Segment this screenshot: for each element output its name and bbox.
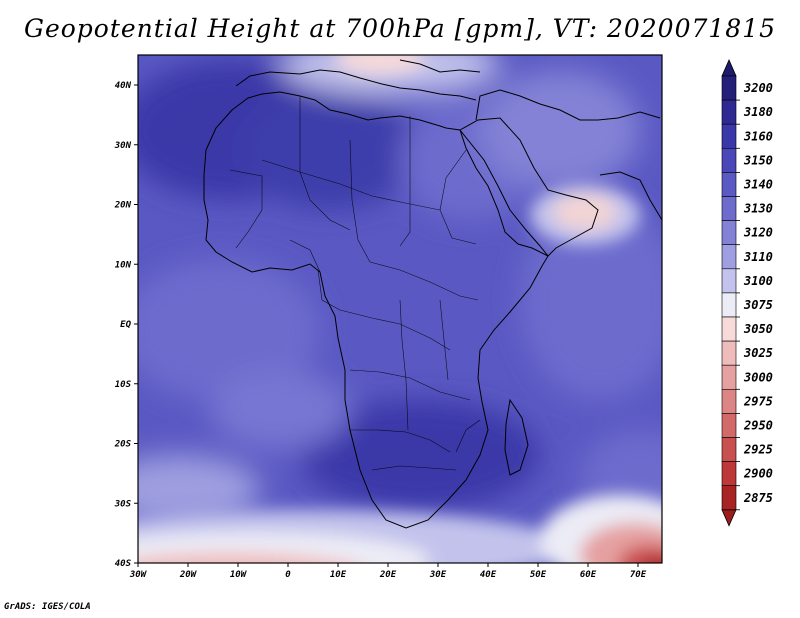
lat-label: 40S bbox=[115, 559, 132, 569]
lon-label: 20W bbox=[179, 570, 198, 580]
colorbar-label: 2875 bbox=[743, 491, 773, 505]
lon-label: 20E bbox=[379, 570, 397, 580]
colorbar-cell bbox=[721, 292, 737, 318]
colorbar-label: 2975 bbox=[743, 394, 773, 408]
colorbar: 3200 3180 3160 3150 3140 3130 3120 3110 3100 3075… bbox=[721, 59, 773, 527]
lon-label: 10E bbox=[330, 570, 347, 580]
height-field bbox=[138, 55, 662, 563]
colorbar-bottom-arrow bbox=[721, 509, 737, 527]
colorbar-label: 3025 bbox=[743, 346, 773, 360]
colorbar-label: 3100 bbox=[743, 274, 773, 288]
colorbar-label: 2950 bbox=[743, 419, 773, 433]
colorbar-cell bbox=[721, 485, 737, 511]
colorbar-label: 3050 bbox=[743, 322, 773, 336]
colorbar-cell bbox=[721, 244, 737, 270]
lat-label: 30N bbox=[114, 141, 132, 151]
country-borders bbox=[229, 96, 481, 471]
lon-label: 30E bbox=[429, 570, 447, 580]
colorbar-label: 3120 bbox=[743, 226, 773, 240]
colorbar-label: 2900 bbox=[743, 467, 773, 481]
colorbar-cell bbox=[721, 148, 737, 173]
colorbar-label: 3140 bbox=[743, 178, 773, 192]
colorbar-label: 3200 bbox=[743, 81, 773, 95]
colorbar-cell bbox=[721, 388, 737, 414]
colorbar-cell bbox=[721, 413, 737, 438]
colorbar-cell bbox=[721, 364, 737, 390]
lon-label: 30W bbox=[129, 570, 148, 580]
lon-label: 60E bbox=[580, 570, 597, 580]
colorbar-label: 3180 bbox=[743, 105, 773, 119]
chart-title: Geopotential Height at 700hPa [gpm], VT:… bbox=[23, 14, 777, 43]
lat-axis: 40N 30N 20N 10N EQ 10S 20S 30S 40S bbox=[114, 81, 138, 569]
colorbar-cell bbox=[721, 172, 737, 197]
colorbar-cell bbox=[721, 268, 737, 294]
coastlines bbox=[203, 59, 662, 529]
lon-label: 10W bbox=[230, 570, 248, 580]
colorbar-cell bbox=[721, 340, 737, 366]
credit-text: GrADS: IGES/COLA bbox=[4, 602, 91, 612]
lat-label: EQ bbox=[120, 320, 131, 330]
colorbar-label: 3110 bbox=[743, 250, 773, 264]
lat-label: 10S bbox=[115, 380, 132, 390]
lon-label: 50E bbox=[530, 570, 547, 580]
lat-label: 30S bbox=[114, 499, 132, 509]
map-frame bbox=[137, 54, 663, 564]
colorbar-label: 3150 bbox=[743, 153, 773, 167]
lon-label: 70E bbox=[630, 570, 647, 580]
colorbar-label: 2925 bbox=[743, 443, 773, 457]
lat-label: 40N bbox=[115, 81, 132, 91]
colorbar-label: 3075 bbox=[743, 298, 773, 312]
colorbar-label: 3000 bbox=[743, 370, 773, 384]
lon-label: 40E bbox=[480, 570, 497, 580]
colorbar-cell bbox=[721, 316, 737, 342]
lon-axis: 30W 20W 10W 0 10E 20E 30E 40E 50E 60E 70E bbox=[129, 563, 647, 580]
colorbar-top-arrow bbox=[721, 59, 737, 77]
colorbar-cell bbox=[721, 99, 737, 125]
colorbar-label: 3130 bbox=[743, 202, 773, 216]
colorbar-cell bbox=[721, 123, 737, 149]
lat-label: 20N bbox=[114, 201, 132, 211]
colorbar-cell bbox=[721, 75, 737, 101]
colorbar-cell bbox=[721, 437, 737, 462]
lat-label: 10N bbox=[115, 260, 132, 270]
lat-label: 20S bbox=[114, 440, 132, 450]
lon-label: 0 bbox=[285, 570, 291, 580]
colorbar-cell bbox=[721, 461, 737, 487]
colorbar-cell bbox=[721, 220, 737, 246]
colorbar-cell bbox=[721, 196, 737, 221]
colorbar-label: 3160 bbox=[743, 129, 773, 143]
